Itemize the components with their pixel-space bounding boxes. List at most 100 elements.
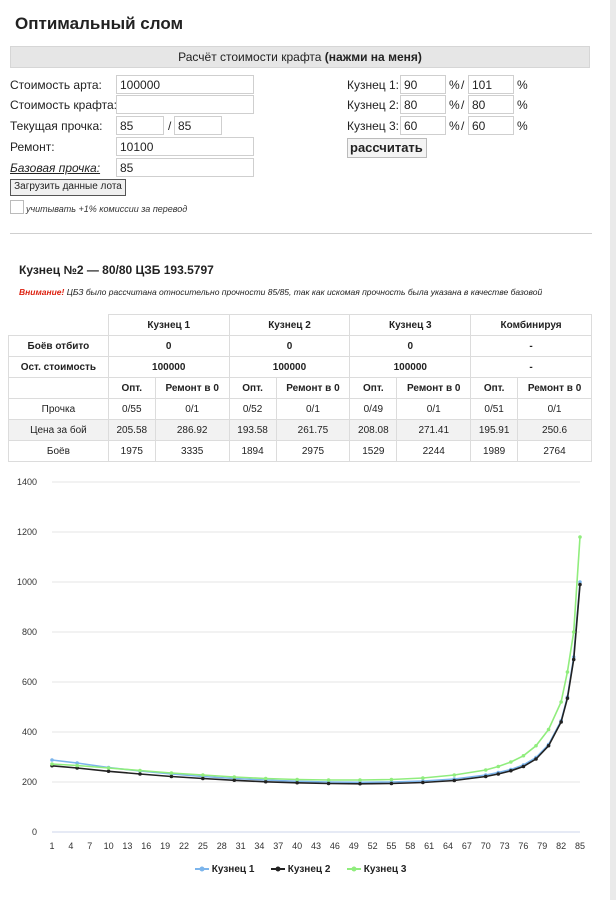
legend-item-smith2[interactable]: Кузнец 2 — [271, 864, 330, 875]
cell: 1529 — [349, 440, 398, 462]
x-tick-label: 49 — [349, 841, 359, 851]
smith2-input-a[interactable]: 80 — [400, 95, 446, 114]
table-row: Ост. стоимость 100000 100000 100000 - — [8, 356, 592, 378]
cell: - — [470, 356, 592, 378]
smith1-label: Кузнец 1: — [347, 78, 400, 92]
cell: 208.08 — [349, 419, 398, 441]
subheader-cell: Опт. — [470, 377, 519, 399]
scrollbar[interactable] — [610, 0, 616, 900]
col-smith2: Кузнец 2 — [228, 314, 351, 336]
commission-label: учитывать +1% комиссии за перевод — [26, 204, 188, 214]
cell: 0 — [349, 335, 472, 357]
row-label: Боёв — [8, 440, 109, 462]
repair-input[interactable]: 10100 — [116, 137, 254, 156]
craft-cost-input[interactable] — [116, 95, 254, 114]
smith1-input-a[interactable]: 90 — [400, 75, 446, 94]
x-tick-label: 13 — [122, 841, 132, 851]
legend-line-icon — [195, 866, 209, 872]
x-tick-label: 79 — [537, 841, 547, 851]
base-durability-link[interactable]: Базовая прочка: — [10, 161, 101, 175]
warning-label: Внимание! — [19, 287, 65, 297]
craft-cost-toggle[interactable]: Расчёт стоимости крафта (нажми на меня) — [10, 46, 590, 68]
series-point — [263, 776, 268, 781]
series-point — [75, 766, 79, 770]
table-row: Боёв отбито 0 0 0 - — [8, 335, 592, 357]
table-row: Цена за бой 205.58 286.92 193.58 261.75 … — [8, 419, 592, 441]
smith3-input-a[interactable]: 60 — [400, 116, 446, 135]
legend-line-icon — [271, 866, 285, 872]
x-tick-label: 64 — [443, 841, 453, 851]
subheader-cell: Ремонт в 0 — [154, 377, 230, 399]
cell: 0/55 — [107, 398, 156, 420]
base-durability-input[interactable]: 85 — [116, 158, 254, 177]
legend-item-smith1[interactable]: Кузнец 1 — [195, 864, 254, 875]
series-point — [421, 776, 425, 780]
x-tick-label: 22 — [179, 841, 189, 851]
cell: 0/49 — [349, 398, 398, 420]
x-tick-label: 37 — [273, 841, 283, 851]
results-table: Кузнец 1 Кузнец 2 Кузнец 3 Комбинируя Бо… — [8, 314, 592, 462]
series-point — [521, 753, 526, 758]
series-point — [106, 766, 111, 770]
x-tick-label: 52 — [368, 841, 378, 851]
smith2-slash: / — [461, 98, 465, 112]
col-combined: Комбинируя — [470, 314, 592, 336]
legend-label: Кузнец 2 — [287, 864, 331, 875]
x-tick-label: 28 — [217, 841, 227, 851]
cell: 0/52 — [228, 398, 277, 420]
series-point — [483, 774, 488, 779]
calculate-button[interactable]: рассчитать — [347, 138, 427, 158]
x-tick-label: 10 — [104, 841, 114, 851]
x-tick-label: 25 — [198, 841, 208, 851]
row-label: Цена за бой — [8, 419, 109, 441]
load-lot-button[interactable]: Загрузить данные лота — [10, 179, 126, 196]
x-tick-label: 40 — [292, 841, 302, 851]
table-header-row: Кузнец 1 Кузнец 2 Кузнец 3 Комбинируя — [8, 314, 592, 336]
smith1-input-b[interactable]: 101 — [468, 75, 514, 94]
smith2-label: Кузнец 2: — [347, 98, 400, 112]
cell: 2764 — [517, 440, 592, 462]
y-tick-label: 1400 — [17, 477, 37, 487]
cell: 0 — [107, 335, 230, 357]
cell: 1894 — [228, 440, 277, 462]
series-point — [571, 630, 576, 634]
smith3-pct-b: % — [517, 119, 528, 133]
series-point — [559, 720, 563, 724]
smith2-input-b[interactable]: 80 — [468, 95, 514, 114]
table-row: Прочка 0/55 0/1 0/52 0/1 0/49 0/1 0/51 0… — [8, 398, 592, 420]
cell: 195.91 — [470, 419, 519, 441]
legend-item-smith3[interactable]: Кузнец 3 — [347, 864, 406, 875]
divider — [10, 233, 592, 234]
cell: 205.58 — [107, 419, 156, 441]
art-cost-input[interactable]: 100000 — [116, 75, 254, 94]
cell: 0 — [228, 335, 351, 357]
subheader-cell: Ремонт в 0 — [396, 377, 472, 399]
series-point — [496, 764, 501, 769]
smith2-pct-b: % — [517, 98, 528, 112]
cell: 0/51 — [470, 398, 519, 420]
series-point — [201, 776, 205, 781]
legend-label: Кузнец 1 — [211, 864, 255, 875]
durability-max-input[interactable]: 85 — [174, 116, 222, 135]
commission-checkbox[interactable] — [10, 200, 24, 214]
series-point — [138, 768, 142, 773]
durability-current-input[interactable]: 85 — [116, 116, 164, 135]
table-corner — [8, 314, 109, 336]
cell: 3335 — [154, 440, 230, 462]
cell: 261.75 — [275, 419, 351, 441]
smith3-input-b[interactable]: 60 — [468, 116, 514, 135]
smith2-pct-a: % — [449, 98, 460, 112]
series-line-2 — [51, 584, 581, 785]
cell: - — [470, 335, 592, 357]
table-subheader-row: Опт. Ремонт в 0 Опт. Ремонт в 0 Опт. Рем… — [8, 377, 592, 399]
x-tick-label: 46 — [330, 841, 340, 851]
series-line-3 — [51, 536, 581, 781]
result-title: Кузнец №2 — 80/80 ЦЗБ 193.5797 — [19, 263, 214, 277]
cell: 193.58 — [228, 419, 277, 441]
series-point — [389, 777, 394, 782]
page-title: Оптимальный слом — [15, 14, 184, 33]
y-tick-label: 1200 — [17, 527, 37, 537]
y-tick-label: 0 — [32, 827, 37, 837]
series-point — [50, 758, 54, 762]
table-row: Боёв 1975 3335 1894 2975 1529 2244 1989 … — [8, 440, 592, 462]
